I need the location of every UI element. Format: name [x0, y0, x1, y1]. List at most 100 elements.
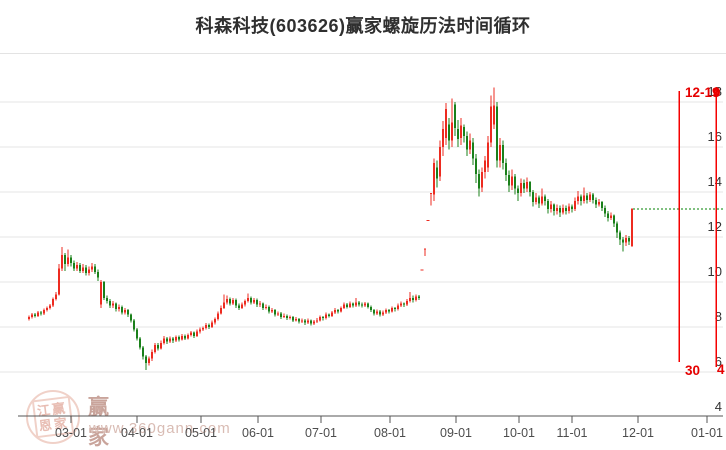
candle-body — [106, 297, 108, 302]
candle-body — [526, 181, 528, 189]
candle-body — [334, 310, 336, 313]
x-tick-label: 06-01 — [242, 426, 274, 440]
candle-body — [562, 207, 564, 213]
candle-body — [367, 303, 369, 307]
candle-body — [40, 312, 42, 314]
candle-body — [256, 300, 258, 305]
candle-body — [289, 316, 291, 318]
candle-body — [76, 265, 78, 269]
candle-body — [457, 129, 459, 140]
candle-body — [373, 310, 375, 314]
x-tick-label: 07-01 — [305, 426, 337, 440]
candle-body — [553, 204, 555, 212]
candle-body — [601, 202, 603, 208]
candle-body — [244, 301, 246, 305]
candle-body — [376, 311, 378, 314]
candle-body — [589, 194, 591, 200]
y-tick-label: 4 — [715, 399, 722, 414]
candle-body — [277, 313, 279, 315]
candle-body — [400, 303, 402, 306]
candle-body — [130, 314, 132, 321]
candle-body — [157, 345, 159, 349]
candle-body — [154, 345, 156, 352]
candle-body — [85, 267, 87, 273]
candle-body — [406, 301, 408, 305]
candle-body — [340, 307, 342, 312]
candle-body — [511, 176, 513, 186]
x-tick-label: 05-01 — [185, 426, 217, 440]
candle-body — [286, 315, 288, 318]
candle-body — [172, 338, 174, 341]
candle-body — [502, 144, 504, 163]
candle-body — [361, 304, 363, 306]
candle-body — [379, 311, 381, 315]
candle-body — [199, 329, 201, 332]
candle-body — [499, 144, 501, 161]
candle-body — [448, 124, 450, 141]
candle-body — [337, 310, 339, 312]
candle-body — [223, 302, 225, 308]
candle-body — [385, 310, 387, 313]
candle-body — [349, 303, 351, 307]
candle-body — [55, 294, 57, 299]
y-tick-label: 8 — [715, 309, 722, 324]
candle-body — [322, 316, 324, 318]
candle-body — [31, 314, 33, 317]
candle-body — [118, 306, 120, 309]
candle-body — [136, 329, 138, 339]
candle-body — [463, 126, 465, 136]
candle-body — [304, 320, 306, 323]
candle-body — [316, 320, 318, 322]
candle-body — [382, 312, 384, 315]
candle-body — [310, 320, 312, 324]
candle-body — [103, 282, 105, 298]
candle-body — [307, 320, 309, 323]
candle-body — [328, 314, 330, 316]
candle-body — [490, 106, 492, 143]
candle-body — [544, 196, 546, 201]
candle-body — [268, 306, 270, 312]
candle-body — [145, 356, 147, 363]
x-tick-label: 09-01 — [440, 426, 472, 440]
candle-body — [451, 122, 453, 141]
candle-body — [487, 142, 489, 168]
candle-body — [73, 262, 75, 269]
candle-body — [466, 135, 468, 150]
candle-body — [430, 193, 432, 195]
candle-body — [208, 324, 210, 327]
candle-body — [595, 199, 597, 205]
candle-body — [79, 265, 81, 271]
candle-body — [232, 300, 234, 304]
candle-body — [505, 162, 507, 176]
candle-body — [169, 338, 171, 342]
candle-body — [214, 319, 216, 323]
candle-body — [319, 316, 321, 321]
y-tick-label: 18 — [708, 84, 722, 99]
y-tick-label: 10 — [708, 264, 722, 279]
y-tick-label: 14 — [708, 174, 722, 189]
candle-body — [211, 322, 213, 327]
candle-body — [160, 342, 162, 349]
candle-body — [49, 305, 51, 308]
candle-body — [121, 306, 123, 313]
candle-body — [67, 257, 69, 264]
candle-body — [550, 204, 552, 209]
candle-body — [412, 297, 414, 300]
candle-body — [577, 196, 579, 201]
candle-body — [586, 195, 588, 200]
candle-body — [559, 207, 561, 213]
candle-body — [580, 196, 582, 201]
candle-body — [133, 320, 135, 330]
x-tick-label: 01-01 — [691, 426, 723, 440]
candle-body — [520, 183, 522, 194]
y-tick-label: 6 — [715, 354, 722, 369]
candle-body — [217, 313, 219, 320]
candle-body — [271, 310, 273, 312]
candle-body — [190, 332, 192, 335]
watermark-brand: 赢家江恩软件 — [88, 396, 111, 449]
cycle-label-bottom: 30 — [685, 363, 700, 378]
x-tick-label: 03-01 — [55, 426, 87, 440]
candle-body — [196, 331, 198, 336]
candle-body — [592, 194, 594, 200]
candle-body — [58, 268, 60, 295]
